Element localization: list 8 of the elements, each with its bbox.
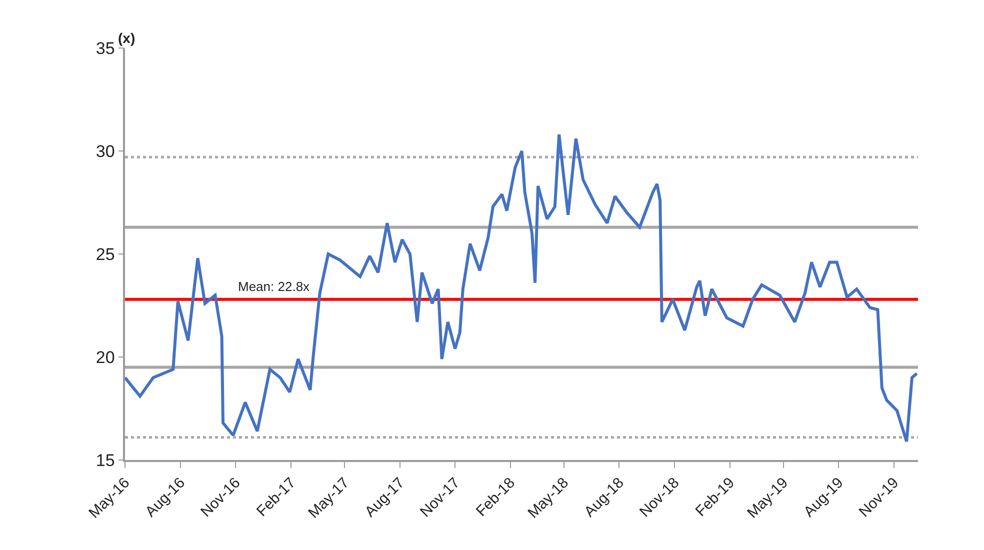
y-tick-label: 35 [96, 38, 115, 58]
line-series [125, 133, 918, 443]
y-tick-label: 15 [96, 450, 115, 470]
y-tick-label: 20 [96, 348, 115, 367]
ref-line-label: Mean: 22.8x [238, 279, 310, 294]
y-tick-label: 25 [96, 244, 115, 264]
y-tick-label: 30 [96, 142, 115, 161]
y-axis-title: (x) [118, 30, 136, 46]
